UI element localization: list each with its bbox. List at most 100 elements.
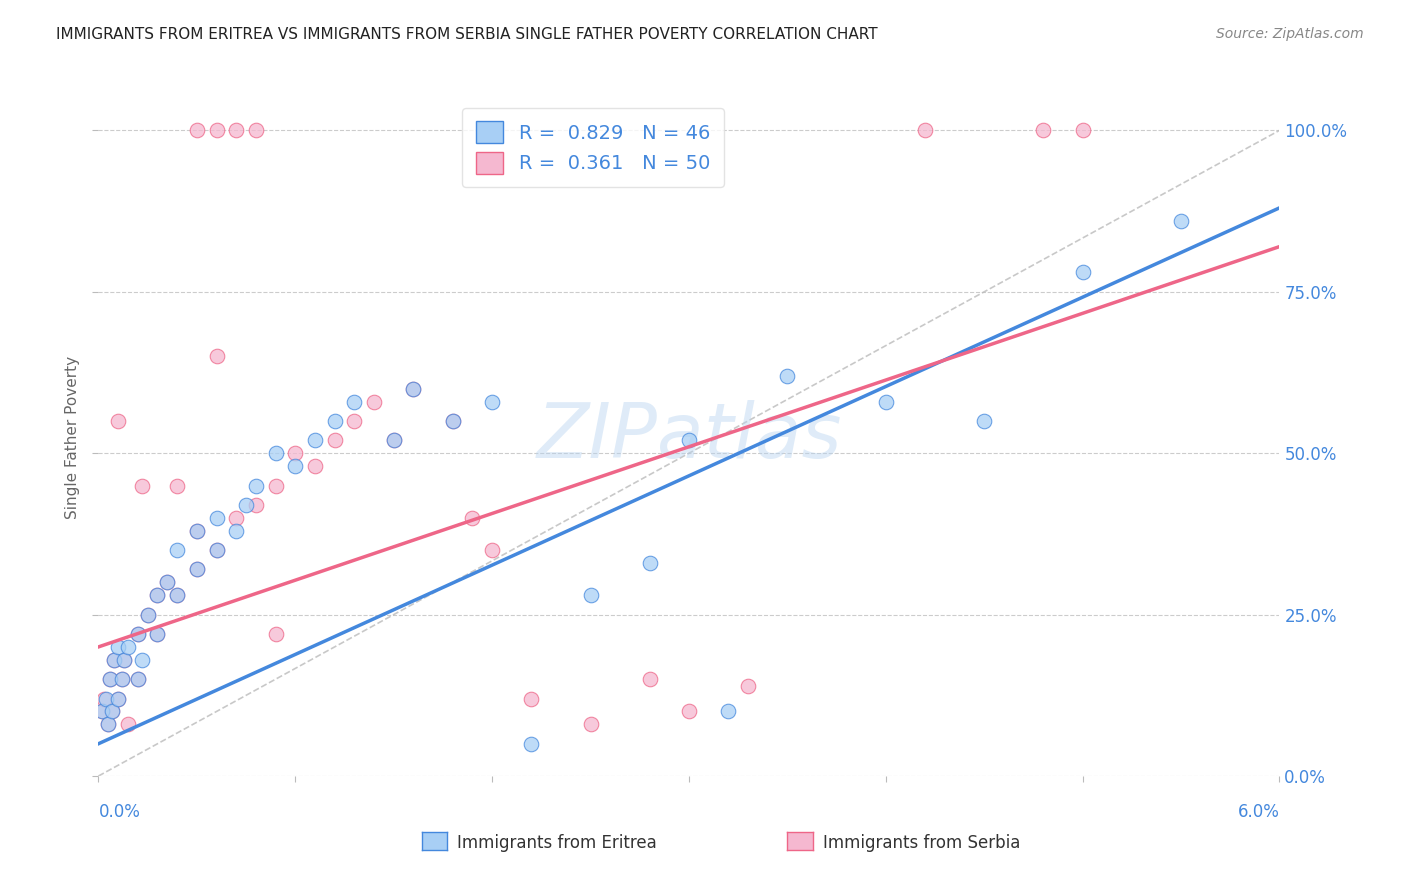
Point <box>107 691 129 706</box>
Point <box>245 498 267 512</box>
Point <box>96 691 118 706</box>
Point <box>245 478 267 492</box>
Point <box>101 705 124 719</box>
Point <box>136 607 159 622</box>
Point <box>131 653 153 667</box>
Point <box>323 434 346 448</box>
Point <box>112 653 135 667</box>
Point <box>678 705 700 719</box>
Point <box>441 414 464 428</box>
Point <box>363 394 385 409</box>
Point <box>166 478 188 492</box>
Point <box>166 543 188 558</box>
Point <box>678 434 700 448</box>
Point <box>101 705 124 719</box>
Text: 6.0%: 6.0% <box>1237 803 1279 821</box>
Point <box>146 627 169 641</box>
Point <box>205 350 228 364</box>
Point <box>111 672 134 686</box>
Point <box>304 434 326 448</box>
Point <box>225 510 247 524</box>
Point <box>402 382 425 396</box>
Point <box>481 394 503 409</box>
Point <box>304 459 326 474</box>
Point <box>127 672 149 686</box>
Point <box>737 679 759 693</box>
Point <box>107 640 129 654</box>
Point <box>579 588 602 602</box>
Point <box>97 717 120 731</box>
Point <box>103 653 125 667</box>
Point <box>323 414 346 428</box>
Point <box>225 524 247 538</box>
Point <box>205 543 228 558</box>
Point <box>579 717 602 731</box>
Point <box>111 672 134 686</box>
Point <box>284 459 307 474</box>
Point <box>156 575 179 590</box>
Point <box>245 123 267 137</box>
Point <box>1032 123 1054 137</box>
Point <box>776 368 799 383</box>
Point <box>1071 123 1094 137</box>
Point <box>103 653 125 667</box>
Y-axis label: Single Father Poverty: Single Father Poverty <box>65 356 80 518</box>
Point <box>205 123 228 137</box>
Point <box>264 478 287 492</box>
Point <box>98 672 121 686</box>
Point <box>186 524 208 538</box>
Text: ZIPatlas: ZIPatlas <box>536 401 842 474</box>
Point <box>107 414 129 428</box>
Point <box>382 434 405 448</box>
Point <box>973 414 995 428</box>
Point <box>117 717 139 731</box>
Point <box>156 575 179 590</box>
Point <box>107 691 129 706</box>
Point <box>264 627 287 641</box>
Point <box>97 717 120 731</box>
Point <box>117 640 139 654</box>
Point <box>343 414 366 428</box>
Point <box>146 627 169 641</box>
Point <box>186 562 208 576</box>
Point <box>1170 214 1192 228</box>
Point <box>131 478 153 492</box>
Point <box>127 672 149 686</box>
Point <box>91 705 114 719</box>
Point <box>136 607 159 622</box>
Point <box>186 562 208 576</box>
Point <box>914 123 936 137</box>
Point <box>205 543 228 558</box>
Point <box>638 672 661 686</box>
Point <box>638 556 661 570</box>
Point <box>127 627 149 641</box>
Point <box>481 543 503 558</box>
Text: Immigrants from Eritrea: Immigrants from Eritrea <box>457 834 657 852</box>
Point <box>520 737 543 751</box>
Point <box>127 627 149 641</box>
Text: Source: ZipAtlas.com: Source: ZipAtlas.com <box>1216 27 1364 41</box>
Point <box>186 123 208 137</box>
Point <box>112 653 135 667</box>
Point <box>186 524 208 538</box>
Legend: R =  0.829   N = 46, R =  0.361   N = 50: R = 0.829 N = 46, R = 0.361 N = 50 <box>463 108 724 187</box>
Point <box>441 414 464 428</box>
Point <box>205 510 228 524</box>
Point <box>284 446 307 460</box>
Point <box>343 394 366 409</box>
Point <box>717 705 740 719</box>
Point <box>166 588 188 602</box>
Point <box>235 498 257 512</box>
Text: 0.0%: 0.0% <box>98 803 141 821</box>
Point <box>146 588 169 602</box>
Point <box>264 446 287 460</box>
Text: IMMIGRANTS FROM ERITREA VS IMMIGRANTS FROM SERBIA SINGLE FATHER POVERTY CORRELAT: IMMIGRANTS FROM ERITREA VS IMMIGRANTS FR… <box>56 27 877 42</box>
Point <box>382 434 405 448</box>
Point <box>402 382 425 396</box>
Point <box>91 705 114 719</box>
Point <box>93 691 115 706</box>
Point <box>166 588 188 602</box>
Point <box>520 691 543 706</box>
Point <box>1071 265 1094 279</box>
Text: Immigrants from Serbia: Immigrants from Serbia <box>823 834 1019 852</box>
